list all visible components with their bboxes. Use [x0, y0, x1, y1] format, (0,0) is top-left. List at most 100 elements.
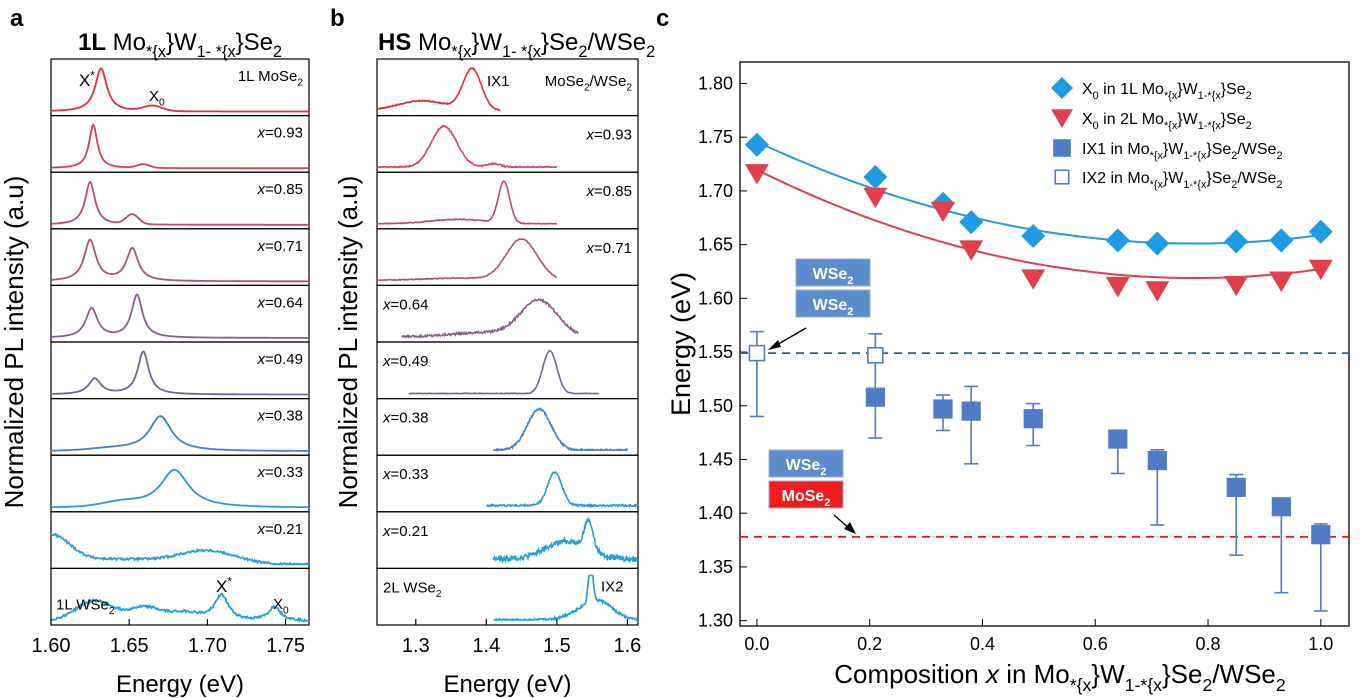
panel-b-ylabel: Normalized PL intensity (a.u) — [333, 176, 363, 509]
panel-c-letter: c — [656, 5, 669, 32]
panel-a-trace-x-0-33 — [51, 468, 309, 509]
panel-b-trace-x-0-71 — [377, 238, 558, 282]
panel-c-xtick-label: 0.8 — [1196, 634, 1221, 654]
panel-c-data-point — [959, 240, 984, 261]
panel-c-band-upper: WSe2 — [795, 258, 871, 287]
panel-c-band-box — [795, 289, 871, 318]
panel-b-trace-label: x=0.49 — [382, 353, 428, 370]
panel-c-data-point — [744, 132, 769, 157]
panel-c-band-box — [768, 480, 844, 509]
panel-c-data-point — [959, 210, 984, 235]
panel-c-data-point — [931, 201, 955, 223]
panel-c-data-point — [1145, 281, 1170, 302]
panel-b-trace-frame — [376, 398, 639, 456]
panel-c-data-point — [1269, 271, 1294, 292]
panel-a: a 1L Mo*{x}W1- *{x}Se2 Normalized PL inten… — [0, 5, 310, 698]
panel-c-data-point — [748, 344, 766, 362]
panel-a-trace-label: 1L WSe2 — [56, 596, 115, 617]
panel-a-peak-label: X0 — [273, 596, 289, 617]
panel-a-trace-x-0-71 — [50, 238, 309, 283]
panel-c-legend-label: IX2 in Mo*{x}W1-*{x}Se2/WSe2 — [1082, 170, 1283, 191]
panel-a-trace-x-0-38 — [51, 415, 309, 452]
panel-a-trace-x-0-49 — [51, 350, 309, 396]
panel-c-band-box — [795, 258, 871, 287]
panel-a-trace-label: x=0.49 — [257, 351, 303, 368]
panel-c-band-lower: MoSe2 — [768, 480, 844, 509]
panel-b-xtick-label: 1.5 — [543, 635, 571, 657]
panel-c-ytick-label: 1.40 — [698, 503, 733, 523]
panel-b-trace-label: x=0.33 — [382, 466, 428, 483]
panel-a-trace-label: x=0.71 — [257, 238, 303, 255]
panel-c-ytick-label: 1.75 — [698, 127, 733, 147]
panel-a-title: 1L Mo*{x}W1- *{x}Se2 — [78, 29, 282, 61]
panel-b-trace-label: x=0.38 — [382, 410, 428, 427]
panel-c-ytick-label: 1.35 — [698, 557, 733, 577]
panel-c-band-box — [768, 449, 844, 478]
panel-c-data-point — [865, 387, 885, 407]
panel-b-trace-frame — [376, 228, 639, 287]
panel-c-data-point — [863, 187, 888, 209]
panel-c-data-point — [1224, 275, 1249, 297]
panel-c-xtick-label: 0.2 — [857, 634, 882, 654]
panel-c-ytick-label: 1.60 — [698, 288, 733, 308]
panel-c-band-upper: WSe2 — [768, 449, 844, 478]
panel-a-peak-label: X* — [216, 577, 232, 596]
panel-a-trace-label: x=0.21 — [257, 521, 303, 538]
panel-b-xtick-label: 1.6 — [614, 635, 642, 657]
panel-a-trace-1L-MoSe2 — [50, 67, 309, 113]
panel-a-trace-x-0-21 — [50, 532, 309, 566]
panel-b-trace-label: x=0.93 — [586, 127, 632, 144]
panel-a-trace-frame — [50, 567, 310, 626]
panel-a-trace-x-0-85 — [51, 181, 309, 226]
panel-c-legend-label: X0 in 1L Mo*{x}W1-*{x}Se2 — [1082, 81, 1252, 102]
panel-c-ytick-label: 1.45 — [698, 449, 733, 469]
panel-b-trace-x-0-49 — [408, 349, 600, 395]
panel-c-band-label: WSe2 — [813, 297, 854, 318]
panel-a-ylabel: Normalized PL intensity (a.u) — [0, 176, 29, 509]
panel-a-trace-label: x=0.33 — [257, 464, 303, 481]
panel-a-xtick-label: 1.75 — [266, 635, 305, 657]
panel-c-xtick-label: 0.0 — [744, 634, 769, 654]
panel-b-trace-frame — [376, 284, 639, 343]
panel-a-trace-label: x=0.85 — [257, 181, 303, 198]
panel-b-trace-label: x=0.64 — [382, 296, 428, 313]
panel-b-trace-frame — [376, 341, 639, 400]
panel-c-data-point — [1105, 276, 1130, 298]
panel-c-data-point — [1271, 497, 1291, 517]
panel-b-trace-label: x=0.85 — [586, 183, 632, 200]
panel-c-data-point — [1145, 231, 1170, 256]
panel-b-trace-label: x=0.21 — [382, 523, 428, 540]
panel-c-data-point — [1147, 450, 1167, 471]
panel-a-trace-x-0-64 — [51, 293, 309, 339]
panel-c-data-point — [1105, 228, 1130, 253]
panel-c-xtick-label: 1.0 — [1308, 634, 1333, 654]
panel-b-xtick-label: 1.3 — [402, 635, 430, 657]
panel-c-ytick-label: 1.30 — [698, 611, 733, 631]
panel-c-xtick-label: 0.4 — [970, 634, 995, 654]
panel-b-trace-x-0-38 — [492, 407, 629, 452]
panel-c-data-point — [863, 164, 888, 189]
panel-c-axes-frame — [739, 61, 1350, 627]
panel-c-ytick-label: 1.70 — [698, 181, 733, 201]
panel-c-legend-marker — [1053, 139, 1071, 157]
panel-c-data-point — [1311, 525, 1331, 545]
panel-a-xlabel: Energy (eV) — [116, 671, 244, 698]
panel-b-trace-x-0-21 — [492, 516, 639, 565]
panel-c-data-point — [1108, 429, 1128, 449]
panel-c-data-point — [1308, 219, 1333, 244]
panel-b-trace-x-0-85 — [376, 180, 557, 225]
panel-b-title: HS Mo*{x}W1- *{x}Se2/WSe2 — [378, 29, 655, 61]
panel-a-trace-label: x=0.93 — [257, 125, 303, 142]
panel-b-xlabel: Energy (eV) — [443, 671, 571, 698]
panel-c-data-point — [1224, 229, 1249, 254]
panel-c-legend-marker — [1051, 109, 1073, 128]
panel-b-trace-x-0-64 — [401, 298, 579, 339]
panel-c-ytick-label: 1.65 — [698, 235, 733, 255]
panel-a-trace-label: 1L MoSe2 — [238, 68, 303, 89]
panel-c-arrow — [774, 327, 807, 347]
panel-a-peak-label: X* — [79, 71, 95, 90]
panel-c-ylabel: Energy (eV) — [666, 272, 696, 416]
panel-c-data-point — [1021, 269, 1046, 290]
panel-c-xlabel: Composition x in Mo*{x}W1-*{x}Se2/WSe2 — [834, 659, 1286, 695]
